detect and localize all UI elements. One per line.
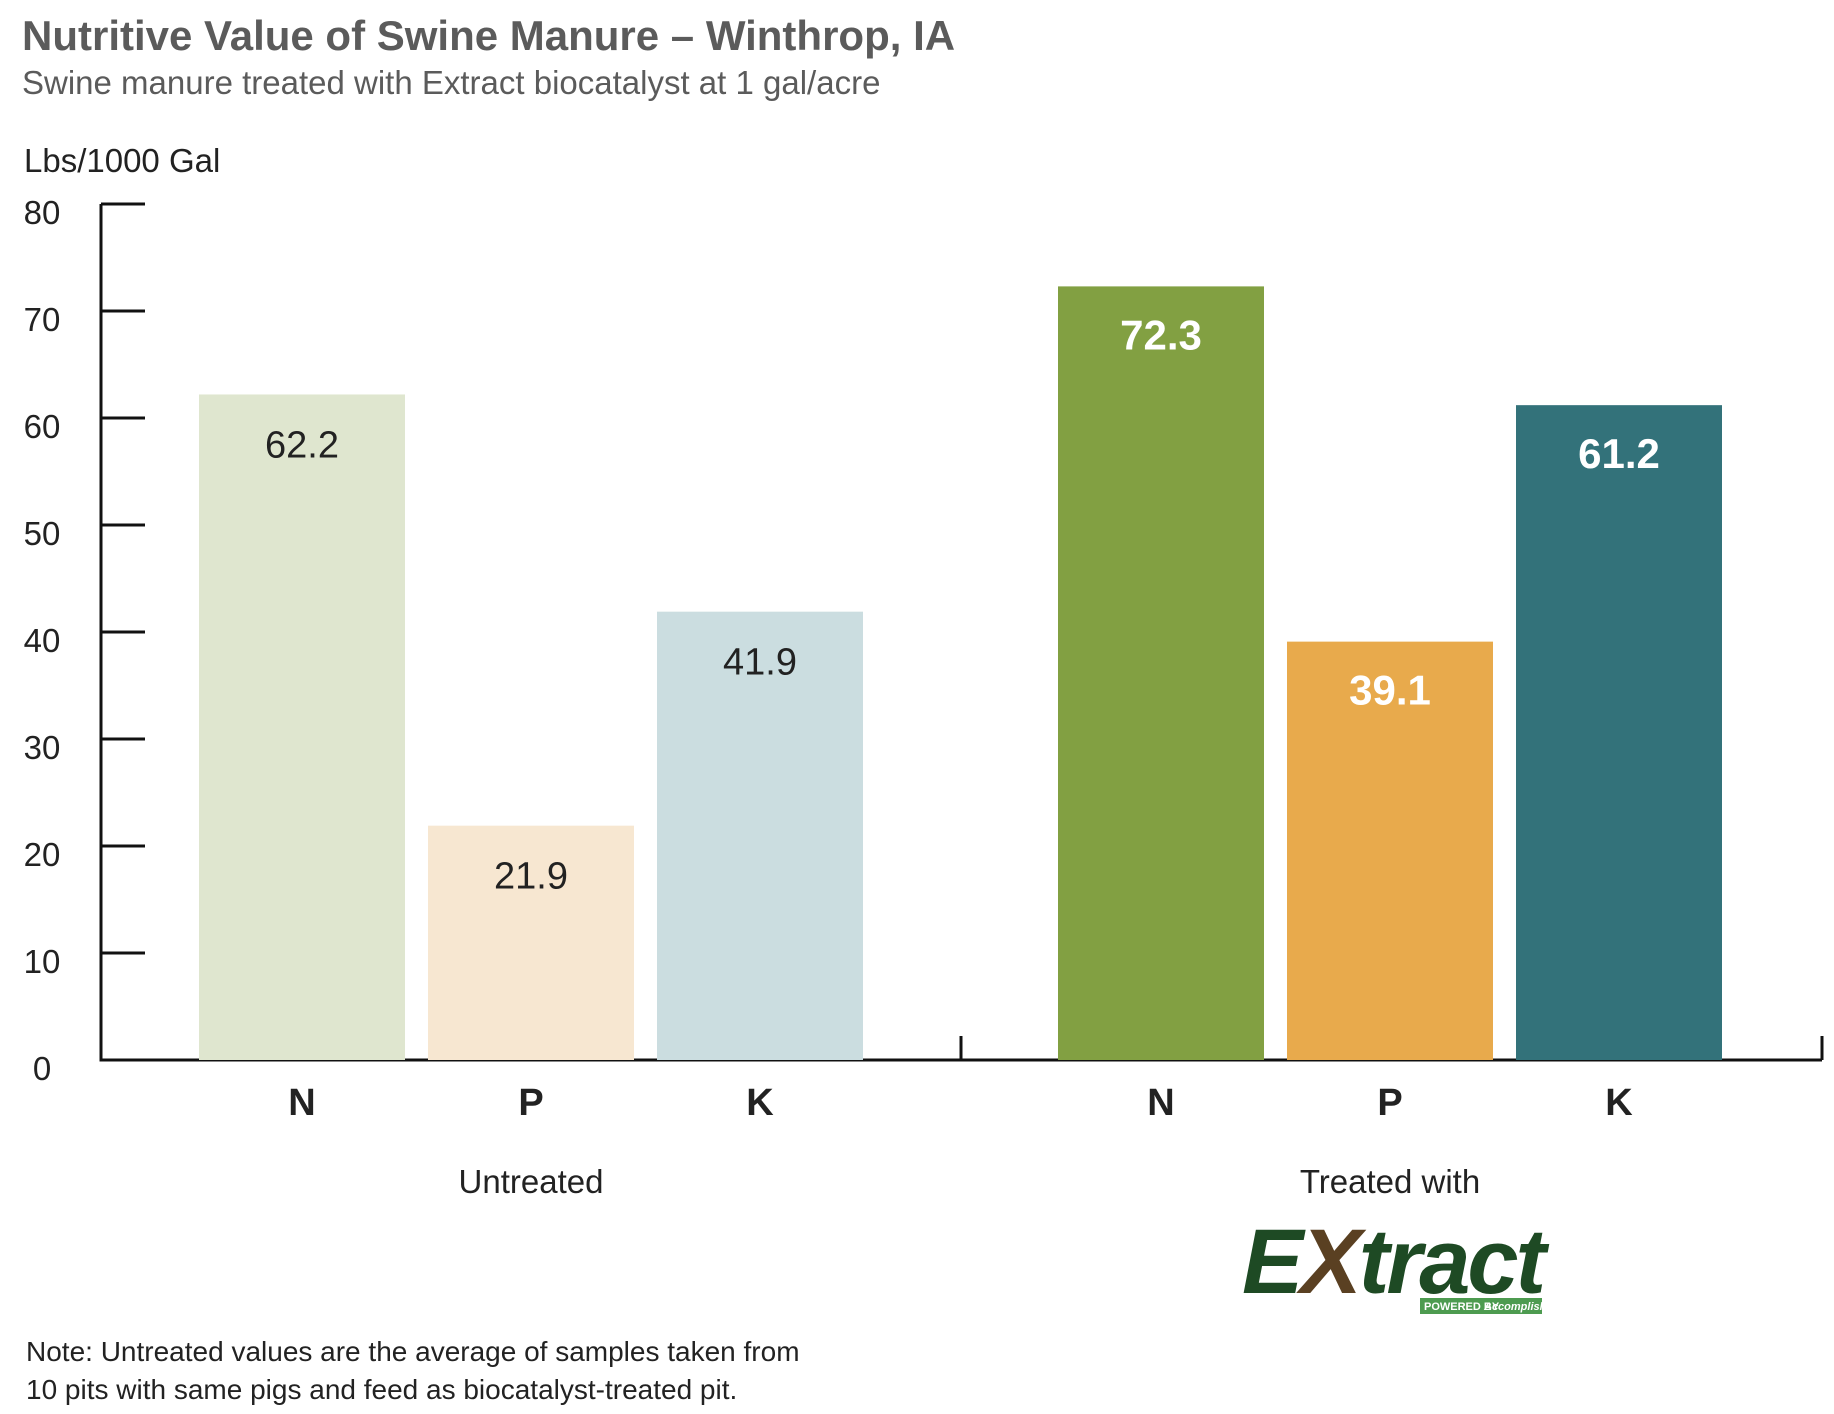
y-axis-label: Lbs/1000 Gal	[24, 142, 220, 179]
logo-word-tract: tract	[1359, 1211, 1550, 1313]
data-label: 62.2	[265, 424, 339, 466]
extract-logo: EXtract POWERED BY Accomplish	[1242, 1211, 1553, 1314]
y-tick-label: 60	[24, 408, 61, 445]
bar-treated-k	[1516, 405, 1722, 1060]
y-tick-label: 50	[24, 515, 61, 552]
y-tick-label: 30	[24, 729, 61, 766]
bar-treated-p	[1287, 641, 1493, 1060]
data-label: 41.9	[723, 642, 797, 684]
x-tick-label: K	[1605, 1082, 1633, 1124]
data-label: 72.3	[1120, 311, 1202, 358]
logo-letter-e: E	[1242, 1211, 1306, 1313]
footnote: Note: Untreated values are the average o…	[26, 1333, 800, 1409]
logo-tag-small: POWERED BY	[1424, 1301, 1500, 1313]
x-tick-label: N	[1147, 1082, 1174, 1124]
data-label: 21.9	[494, 856, 568, 898]
y-tick-label: 20	[24, 836, 61, 873]
y-tick-label: 80	[24, 194, 61, 231]
footnote-line-2: 10 pits with same pigs and feed as bioca…	[26, 1374, 738, 1405]
logo-letter-x: X	[1295, 1211, 1366, 1313]
logo-tag-brand: Accomplish	[1483, 1301, 1547, 1313]
footnote-line-1: Note: Untreated values are the average o…	[26, 1336, 800, 1367]
bars	[199, 286, 1722, 1061]
y-tick-label: 0	[33, 1050, 51, 1087]
x-tick-label: P	[518, 1082, 543, 1124]
x-tick-label: P	[1377, 1082, 1402, 1124]
group-label: Treated with	[1300, 1163, 1480, 1200]
bar-untreated-p	[428, 825, 634, 1060]
chart-subtitle: Swine manure treated with Extract biocat…	[22, 64, 881, 101]
y-tick-label: 40	[24, 622, 61, 659]
data-label: 61.2	[1578, 430, 1660, 477]
x-tick-label: K	[746, 1082, 774, 1124]
bar-untreated-k	[657, 611, 863, 1060]
labels: 62.2 N 21.9 P 41.9 K Untreated 72.3 N 39.1 P 61.2 K T…	[265, 311, 1660, 1200]
axes: 0 10 20 30 40 50 60 70 80	[24, 194, 1824, 1087]
bar-untreated-n	[199, 394, 405, 1061]
y-tick-label: 70	[24, 301, 61, 338]
logo-tag-background	[1420, 1298, 1542, 1314]
group-label: Untreated	[459, 1163, 604, 1200]
y-tick-label: 10	[24, 943, 61, 980]
x-tick-label: N	[288, 1082, 315, 1124]
svg-text:EXtract: EXtract	[1242, 1211, 1550, 1313]
data-label: 39.1	[1349, 667, 1431, 714]
bar-treated-n	[1058, 286, 1264, 1060]
chart-title: Nutritive Value of Swine Manure – Winthr…	[22, 12, 956, 59]
